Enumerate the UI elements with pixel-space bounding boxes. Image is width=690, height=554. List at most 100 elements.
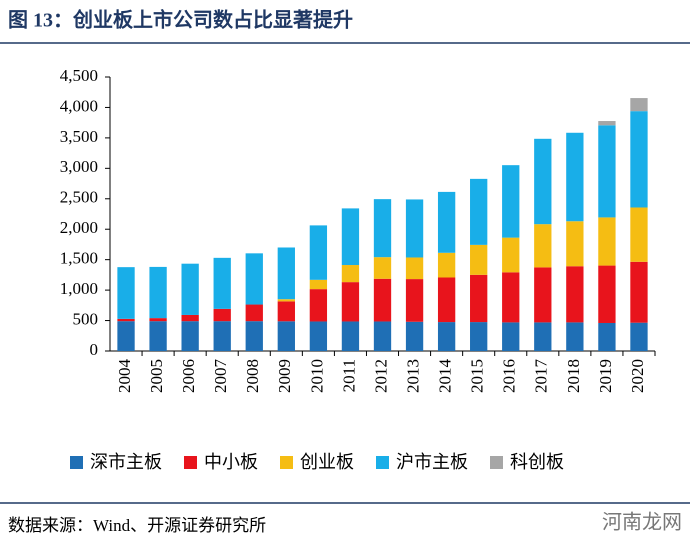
bar-segment	[630, 207, 648, 262]
bar-segment	[437, 252, 456, 278]
bar-segment	[566, 221, 584, 267]
bar-segment	[437, 191, 456, 253]
legend-label: 创业板	[300, 452, 354, 472]
bar-segment	[213, 321, 231, 351]
bar-segment	[470, 244, 488, 275]
bar-segment	[309, 321, 328, 351]
y-tick-label: 1,500	[60, 249, 98, 268]
bar-segment	[341, 282, 360, 322]
bar-segment	[630, 322, 648, 351]
bar-segment	[598, 265, 616, 323]
bar-segment	[405, 279, 424, 322]
bar-segment	[373, 257, 392, 279]
y-tick-label: 2,000	[60, 218, 98, 237]
x-tick-label: 2006	[179, 359, 198, 393]
bar-segment	[437, 277, 456, 323]
y-tick-label: 500	[73, 309, 99, 328]
bar-segment	[181, 263, 199, 315]
bar-segment	[373, 278, 392, 322]
bar-segment	[245, 304, 263, 322]
x-tick-label: 2019	[596, 359, 615, 393]
bar-segment	[117, 321, 135, 351]
bar-segment	[405, 199, 424, 258]
bar-segment	[598, 217, 616, 266]
y-tick-label: 4,500	[60, 66, 98, 85]
bar-segment	[309, 225, 328, 280]
x-tick-label: 2014	[436, 359, 455, 394]
bar-segment	[373, 321, 392, 351]
legend-swatch	[490, 456, 503, 469]
x-tick-label: 2011	[339, 359, 358, 392]
legend-swatch	[376, 456, 389, 469]
legend-label: 中小板	[204, 452, 258, 472]
bar-segment	[117, 267, 135, 319]
x-tick-label: 2007	[211, 359, 230, 394]
bar-segment	[245, 253, 263, 305]
bar-segment	[534, 138, 552, 225]
bar-segment	[502, 165, 520, 238]
x-tick-label: 2016	[500, 359, 519, 393]
bar-segment	[630, 111, 648, 208]
bar-segment	[149, 321, 167, 351]
bar-segment	[470, 178, 488, 245]
bar-segment	[437, 322, 456, 351]
bar-segment	[149, 318, 167, 322]
bar-segment	[277, 247, 295, 300]
bar-segment	[630, 261, 648, 323]
bar-segment	[341, 265, 360, 283]
bar-segment	[534, 322, 552, 351]
bar-segment	[149, 266, 167, 319]
bar-segment	[534, 224, 552, 268]
bar-segment	[566, 322, 584, 351]
x-tick-label: 2018	[564, 359, 583, 393]
x-tick-label: 2012	[371, 359, 390, 393]
legend-swatch	[280, 456, 293, 469]
bar-segment	[181, 321, 199, 351]
x-tick-label: 2008	[243, 359, 262, 393]
bar-segment	[117, 318, 135, 322]
bar-segment	[277, 299, 295, 302]
legend-swatch	[184, 456, 197, 469]
bar-segment	[341, 208, 360, 266]
y-tick-label: 1,000	[60, 279, 98, 298]
bar-segment	[566, 132, 584, 222]
bar-segment	[598, 322, 616, 351]
legend-label: 沪市主板	[396, 452, 468, 472]
y-tick-label: 3,000	[60, 157, 98, 176]
bar-segment	[502, 237, 520, 273]
x-tick-label: 2015	[468, 359, 487, 393]
bar-segment	[277, 321, 295, 351]
bar-segment	[598, 121, 616, 126]
x-tick-label: 2004	[115, 359, 134, 394]
bar-segment	[502, 322, 520, 351]
bar-segment	[598, 125, 616, 218]
legend-swatch	[70, 456, 83, 469]
x-tick-label: 2005	[147, 359, 166, 393]
bar-segment	[373, 199, 392, 258]
x-tick-label: 2020	[628, 359, 647, 393]
y-tick-label: 3,500	[60, 127, 98, 146]
bar-segment	[470, 274, 488, 323]
x-tick-label: 2017	[532, 359, 551, 394]
bar-segment	[566, 266, 584, 323]
bar-segment	[630, 98, 648, 112]
watermark: 河南龙网	[602, 510, 682, 534]
bar-segment	[309, 279, 328, 290]
bar-segment	[309, 289, 328, 322]
bar-segment	[341, 321, 360, 351]
bar-segment	[405, 321, 424, 351]
y-tick-label: 4,000	[60, 96, 98, 115]
bar-segment	[405, 257, 424, 280]
y-tick-label: 2,500	[60, 188, 98, 207]
bar-segment	[277, 301, 295, 322]
bar-segment	[213, 257, 231, 309]
bar-segment	[470, 322, 488, 351]
chart-title: 图 13：创业板上市公司数占比显著提升	[8, 8, 353, 32]
x-tick-label: 2009	[275, 359, 294, 393]
y-tick-label: 0	[90, 340, 99, 359]
legend-label: 深市主板	[90, 452, 162, 472]
x-tick-label: 2010	[307, 359, 326, 393]
bar-segment	[245, 321, 263, 351]
source: 数据来源：Wind、开源证券研究所	[8, 516, 266, 535]
